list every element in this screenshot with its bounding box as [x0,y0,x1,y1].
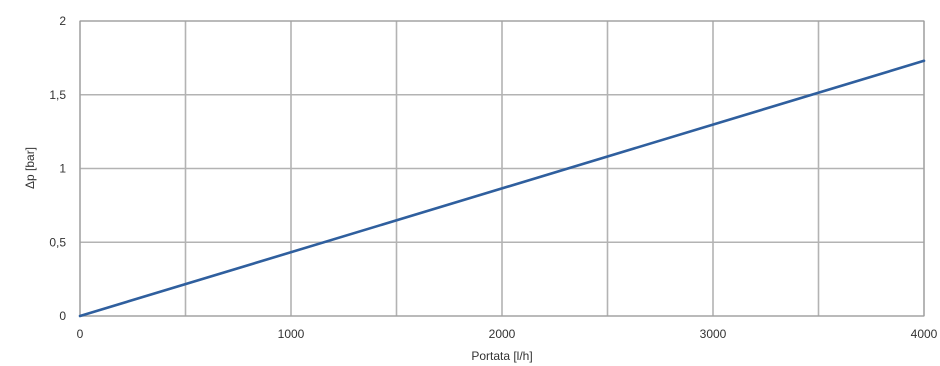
x-tick-label: 2000 [489,327,516,341]
y-tick-label: 2 [59,14,66,28]
series-layer [78,59,926,318]
y-axis-title: Δp [bar] [23,147,37,189]
y-axis-ticks: 0 0,5 1 1,5 2 [49,14,66,323]
y-tick-label: 0,5 [49,235,66,249]
y-tick-label: 1 [59,162,66,176]
x-axis-ticks: 0 1000 2000 3000 4000 [77,327,938,341]
x-axis-title: Portata [l/h] [471,349,532,363]
grid-lines [79,20,925,317]
y-tick-label: 1,5 [49,88,66,102]
x-tick-label: 0 [77,327,84,341]
series-line [78,59,926,318]
x-tick-label: 1000 [278,327,305,341]
y-tick-label: 0 [59,309,66,323]
plot-area-frame [79,20,925,317]
x-tick-label: 3000 [700,327,727,341]
x-tick-label: 4000 [911,327,938,341]
